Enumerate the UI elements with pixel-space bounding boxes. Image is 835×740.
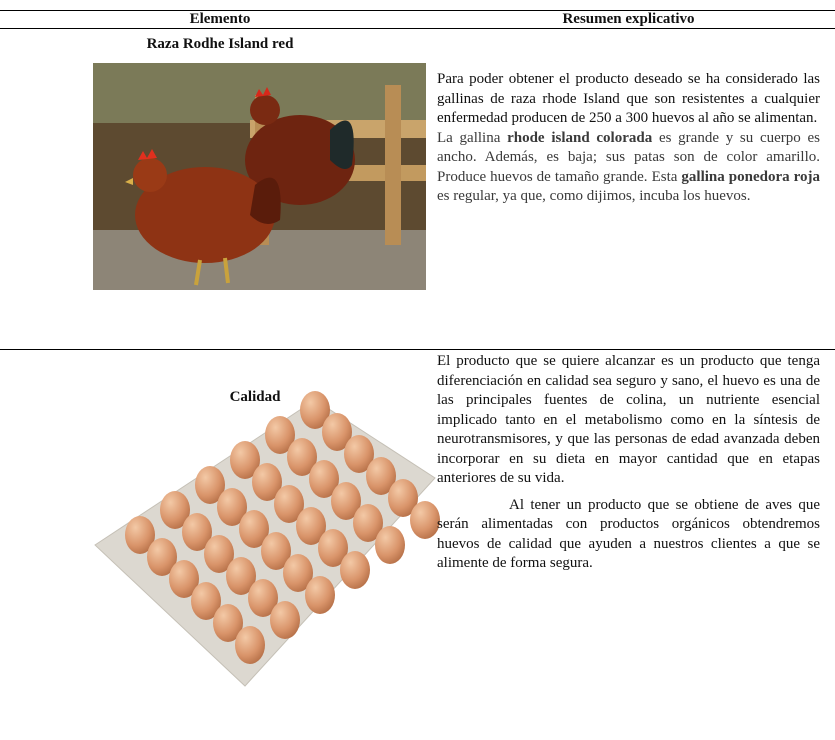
egg xyxy=(300,391,330,429)
egg xyxy=(340,551,370,589)
text: Al tener un producto que se obtiene de a… xyxy=(437,496,820,572)
hen-head xyxy=(250,95,280,125)
hen-comb xyxy=(255,87,271,97)
text: es grande y su cuerpo es ancho. Además, … xyxy=(437,129,821,185)
paragraph: Al tener un producto que se obtiene de a… xyxy=(437,496,820,574)
column-header: Elemento xyxy=(189,11,251,27)
egg xyxy=(366,457,396,495)
fence-post xyxy=(385,85,401,245)
egg xyxy=(125,516,155,554)
hen-leg xyxy=(194,259,202,286)
element-label: Calidad xyxy=(229,389,281,405)
egg xyxy=(239,510,269,548)
egg xyxy=(265,416,295,454)
egg xyxy=(226,557,256,595)
egg xyxy=(204,535,234,573)
column-header: Resumen explicativo xyxy=(562,11,695,27)
egg xyxy=(160,491,190,529)
egg xyxy=(182,513,212,551)
text: El producto que se quiere alcanzar es un… xyxy=(437,353,820,486)
egg xyxy=(213,604,243,642)
egg xyxy=(353,504,383,542)
egg xyxy=(283,554,313,592)
hen-head xyxy=(133,158,167,192)
summary: El producto que se quiere alcanzar es un… xyxy=(437,352,820,574)
hen-photo xyxy=(93,63,426,290)
egg xyxy=(248,579,278,617)
egg-photo xyxy=(94,391,440,687)
paragraph: Para poder obtener el producto deseado s… xyxy=(437,70,820,129)
egg xyxy=(318,529,348,567)
paragraph: La gallina rhode island colorada es gran… xyxy=(437,129,820,207)
egg xyxy=(296,507,326,545)
egg xyxy=(195,466,225,504)
hen-comb xyxy=(138,149,157,160)
egg xyxy=(191,582,221,620)
text: Para poder obtener el producto deseado s… xyxy=(437,71,820,126)
hen-leg xyxy=(223,257,230,284)
hen-body xyxy=(135,167,275,263)
egg xyxy=(410,501,440,539)
bold-text: rhode island colorada xyxy=(507,129,653,146)
table-top-rule xyxy=(0,10,835,11)
egg xyxy=(270,601,300,639)
egg xyxy=(235,626,265,664)
paragraph: El producto que se quiere alcanzar es un… xyxy=(437,352,820,489)
egg xyxy=(217,488,247,526)
hen-tail xyxy=(330,120,354,169)
egg xyxy=(375,526,405,564)
row-rule xyxy=(0,349,835,350)
egg xyxy=(147,538,177,576)
egg xyxy=(344,435,374,473)
egg xyxy=(230,441,260,479)
egg xyxy=(287,438,317,476)
egg xyxy=(252,463,282,501)
egg xyxy=(274,485,304,523)
summary: Para poder obtener el producto deseado s… xyxy=(437,70,820,207)
header-rule xyxy=(0,28,835,29)
egg xyxy=(169,560,199,598)
hen-tail xyxy=(250,177,281,224)
text: es regular, ya que, como dijimos, incuba… xyxy=(437,188,751,204)
egg xyxy=(322,413,352,451)
text: La gallina xyxy=(437,129,508,146)
egg xyxy=(388,479,418,517)
egg xyxy=(261,532,291,570)
egg xyxy=(309,460,339,498)
egg xyxy=(305,576,335,614)
egg xyxy=(331,482,361,520)
element-label: Raza Rodhe Island red xyxy=(146,36,294,52)
bold-text: gallina ponedora roja xyxy=(681,168,820,185)
hen-beak xyxy=(125,178,133,185)
